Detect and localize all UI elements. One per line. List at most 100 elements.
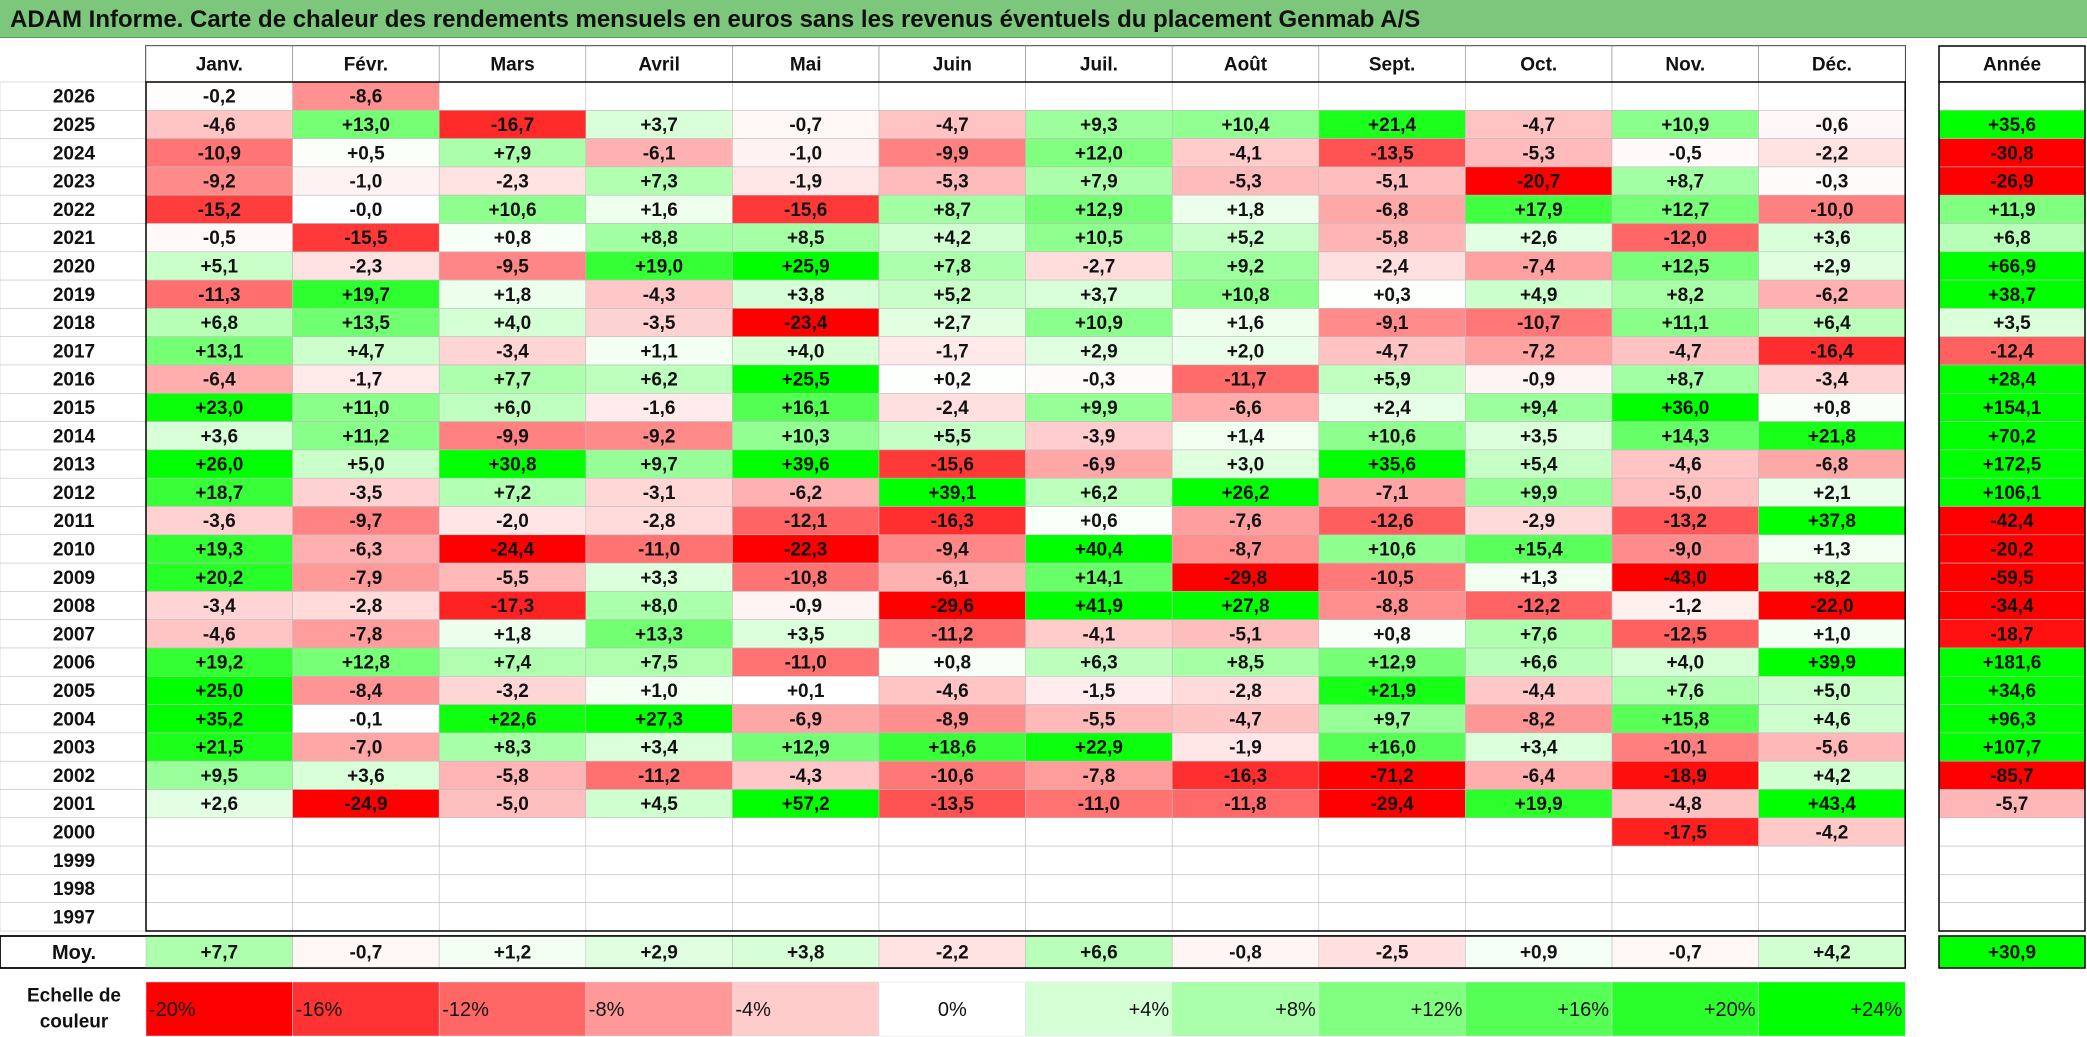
- heatmap-value: +2,6: [1520, 228, 1558, 249]
- heatmap-cell: [1318, 675, 1466, 705]
- heatmap-value: -2,9: [1522, 511, 1555, 532]
- heatmap-value: -13,5: [1370, 143, 1414, 164]
- heatmap-value: -7,4: [1522, 256, 1555, 277]
- heatmap-cell: [1611, 421, 1759, 451]
- heatmap-value: +5,2: [1227, 228, 1265, 249]
- heatmap-value: +26,2: [1221, 483, 1269, 504]
- heatmap-cell: [1465, 251, 1613, 281]
- heatmap-cell: [438, 251, 587, 281]
- heatmap-cell: [585, 902, 733, 932]
- month-header-cell: [145, 45, 293, 83]
- heatmap-cell: [585, 506, 733, 536]
- heatmap-cell: [1611, 874, 1759, 904]
- heatmap-value: +14,1: [1075, 568, 1124, 589]
- heatmap-cell: [438, 902, 587, 932]
- annual-cell: [1938, 534, 2086, 564]
- heatmap-value: -0,2: [203, 87, 236, 108]
- heatmap-value: +9,5: [201, 766, 239, 787]
- heatmap-cell: [1025, 732, 1173, 762]
- heatmap-value: -5,5: [496, 568, 529, 589]
- heatmap-value: -4,8: [1669, 794, 1702, 815]
- average-cell: [732, 935, 880, 969]
- heatmap-cell: [878, 223, 1026, 253]
- heatmap-value: +7,9: [494, 143, 532, 164]
- heatmap-value: +3,6: [1813, 228, 1851, 249]
- color-scale-value: +16%: [1557, 999, 1609, 1021]
- heatmap-cell: [1171, 110, 1320, 139]
- heatmap-cell: [292, 421, 440, 451]
- heatmap-value: +7,7: [494, 370, 532, 391]
- heatmap-value: +9,9: [1520, 483, 1558, 504]
- heatmap-value: -2,8: [1229, 681, 1262, 702]
- color-scale-value: 0%: [938, 999, 967, 1021]
- annual-value: -30,8: [1990, 143, 2033, 164]
- heatmap-value: +10,6: [488, 200, 536, 221]
- heatmap-cell: [1025, 223, 1173, 253]
- heatmap-cell: [292, 732, 440, 762]
- month-header-label: Avril: [638, 55, 680, 76]
- heatmap-value: +3,7: [640, 115, 678, 136]
- heatmap-value: +5,4: [1520, 455, 1558, 476]
- heatmap-value: +10,9: [1661, 115, 1709, 136]
- heatmap-cell: [1025, 506, 1173, 536]
- heatmap-value: +10,8: [1221, 285, 1269, 306]
- heatmap-value: +40,4: [1075, 539, 1124, 560]
- chart-title: ADAM Informe. Carte de chaleur des rende…: [10, 6, 1421, 33]
- heatmap-cell: [438, 817, 587, 847]
- heatmap-cell: [732, 732, 880, 762]
- heatmap-value: +1,6: [640, 200, 678, 221]
- heatmap-cell: [1465, 874, 1613, 904]
- heatmap-cell: [1758, 817, 1906, 847]
- heatmap-cell: [438, 675, 587, 705]
- year-label-cell: [0, 506, 147, 536]
- heatmap-value: +4,6: [1813, 709, 1851, 730]
- heatmap-cell: [1318, 817, 1466, 847]
- heatmap-cell: [878, 619, 1026, 649]
- heatmap-value: -8,8: [1376, 596, 1409, 617]
- heatmap-cell: [1758, 110, 1906, 139]
- heatmap-cell: [1171, 166, 1320, 196]
- heatmap-value: -9,1: [1376, 313, 1409, 334]
- heatmap-value: -5,1: [1376, 172, 1409, 193]
- heatmap-value: +2,4: [1373, 398, 1411, 419]
- average-cell: [1318, 935, 1466, 969]
- annual-value: +6,8: [1993, 228, 2031, 249]
- year-label: 2012: [53, 483, 95, 504]
- heatmap-cell: [438, 562, 587, 592]
- heatmap-value: +7,2: [494, 483, 532, 504]
- heatmap-value: +9,4: [1520, 398, 1558, 419]
- heatmap-value: -4,7: [1229, 709, 1262, 730]
- heatmap-cell: [292, 392, 440, 422]
- heatmap-cell: [878, 817, 1026, 847]
- heatmap-value: -4,1: [1229, 143, 1262, 164]
- heatmap-cell: [438, 591, 587, 621]
- heatmap-value: -1,2: [1669, 596, 1702, 617]
- heatmap-value: +8,5: [1227, 653, 1265, 674]
- heatmap-cell: [1025, 449, 1173, 479]
- year-label-cell: [0, 166, 147, 196]
- heatmap-value: +0,1: [787, 681, 825, 702]
- heatmap-value: +8,5: [787, 228, 825, 249]
- heatmap-cell: [732, 449, 880, 479]
- heatmap-cell: [1171, 845, 1320, 875]
- year-label-cell: [0, 874, 147, 903]
- heatmap-cell: [292, 845, 440, 875]
- heatmap-cell: [585, 194, 733, 224]
- heatmap-value: -3,9: [1083, 426, 1116, 447]
- heatmap-cell: [1025, 364, 1173, 394]
- month-header-label: Juin: [933, 55, 972, 76]
- year-label: 2022: [53, 200, 95, 221]
- heatmap-value: -5,0: [496, 794, 529, 815]
- heatmap-value: +10,4: [1221, 115, 1270, 136]
- heatmap-value: -11,2: [638, 766, 680, 787]
- heatmap-cell: [1611, 81, 1759, 111]
- heatmap-value: -6,8: [1376, 200, 1409, 221]
- color-scale-swatch: [438, 981, 587, 1037]
- heatmap-value: -11,0: [1078, 794, 1120, 815]
- heatmap-value: +9,7: [1373, 709, 1411, 730]
- average-value: +3,8: [787, 943, 825, 964]
- heatmap-cell: [1465, 194, 1613, 224]
- heatmap-cell: [732, 392, 880, 422]
- heatmap-cell: [1611, 845, 1759, 875]
- heatmap-value: -9,4: [936, 539, 969, 560]
